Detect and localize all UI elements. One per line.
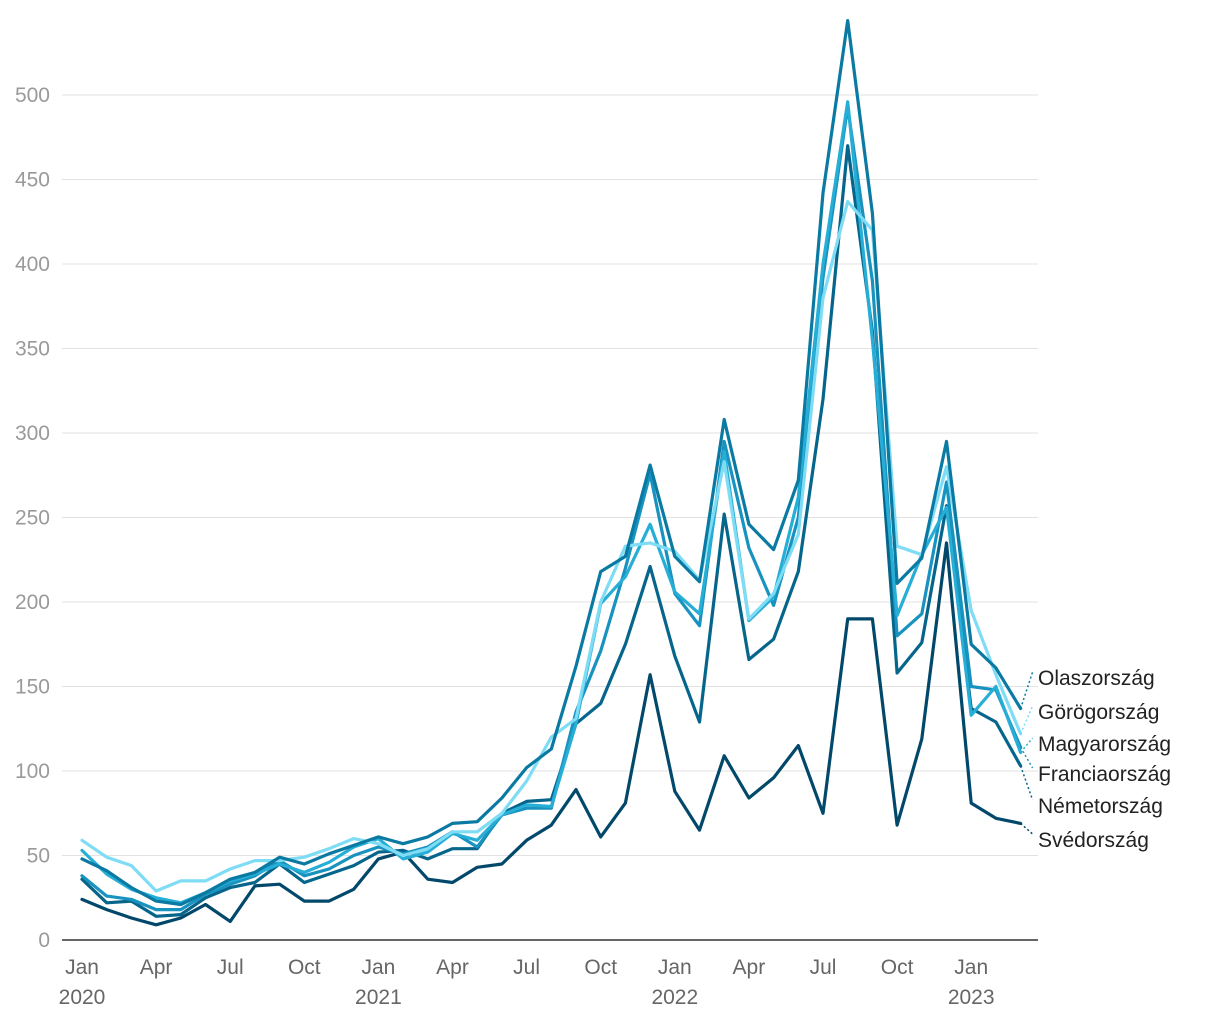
y-tick-label: 250: [15, 507, 50, 530]
y-tick-label: 350: [15, 338, 50, 361]
series-line-Franciaország: [80, 105, 1023, 912]
x-tick-label-month: Apr: [436, 956, 469, 979]
series-line-Magyarország: [80, 100, 1023, 905]
x-tick-label-month: Jan: [954, 956, 988, 979]
legend-label-Franciaország: Franciaország: [1038, 763, 1171, 786]
legend-leader-Svédország: [1020, 822, 1034, 835]
y-tick-label: 500: [15, 84, 50, 107]
legend-leader-Franciaország: [1019, 746, 1034, 769]
x-tick-label-month: Oct: [288, 956, 321, 979]
legend-leader-Olaszország: [1019, 671, 1034, 709]
x-tick-label-month: Oct: [584, 956, 617, 979]
x-tick-label-month: Jan: [65, 956, 99, 979]
y-tick-label: 450: [15, 169, 50, 192]
x-tick-label-month: Jan: [658, 956, 692, 979]
legend-label-Németország: Németország: [1038, 795, 1163, 818]
y-tick-label: 200: [15, 591, 50, 614]
gridlines: [62, 94, 1038, 856]
series-line-Görögország: [80, 199, 1023, 893]
y-tick-label: 0: [38, 929, 50, 952]
legend-label-Olaszország: Olaszország: [1038, 667, 1155, 690]
legend: Olaszország Görögország Magyarország Franci…: [1019, 667, 1171, 852]
y-tick-label: 400: [15, 253, 50, 276]
legend-leader-Görögország: [1019, 705, 1034, 735]
y-tick-label: 300: [15, 422, 50, 445]
legend-label-Görögország: Görögország: [1038, 701, 1159, 724]
series-line-Németország: [80, 144, 1023, 918]
x-tick-label-month: Jul: [513, 956, 540, 979]
legend-leader-Németország: [1019, 765, 1034, 801]
series-line-Svédország: [80, 541, 1023, 927]
y-tick-label: 100: [15, 760, 50, 783]
x-tick-label-month: Apr: [140, 956, 173, 979]
y-tick-label: 50: [27, 845, 50, 868]
x-tick-label-month: Apr: [733, 956, 766, 979]
legend-leader-Magyarország: [1020, 737, 1034, 753]
x-tick-label-year: 2023: [948, 986, 995, 1009]
legend-label-Svédország: Svédország: [1038, 829, 1149, 852]
x-tick-label-month: Jul: [217, 956, 244, 979]
x-tick-label-year: 2020: [59, 986, 106, 1009]
y-axis-tick-labels: 0 50 100 150 200 250 300 350 400 450 500: [15, 84, 50, 952]
x-tick-label-year: 2022: [651, 986, 698, 1009]
y-tick-label: 150: [15, 676, 50, 699]
x-tick-label-month: Jul: [810, 956, 837, 979]
x-tick-label-month: Oct: [881, 956, 914, 979]
x-tick-label-year: 2021: [355, 986, 402, 1009]
series-lines: [80, 19, 1023, 927]
x-axis-tick-labels: Jan 2020 Apr Jul Oct Jan 2021 Apr Jul Oct Jan 2022 A…: [59, 956, 995, 1009]
series-line-Olaszország: [80, 19, 1023, 907]
legend-label-Magyarország: Magyarország: [1038, 733, 1171, 756]
x-tick-label-month: Jan: [361, 956, 395, 979]
